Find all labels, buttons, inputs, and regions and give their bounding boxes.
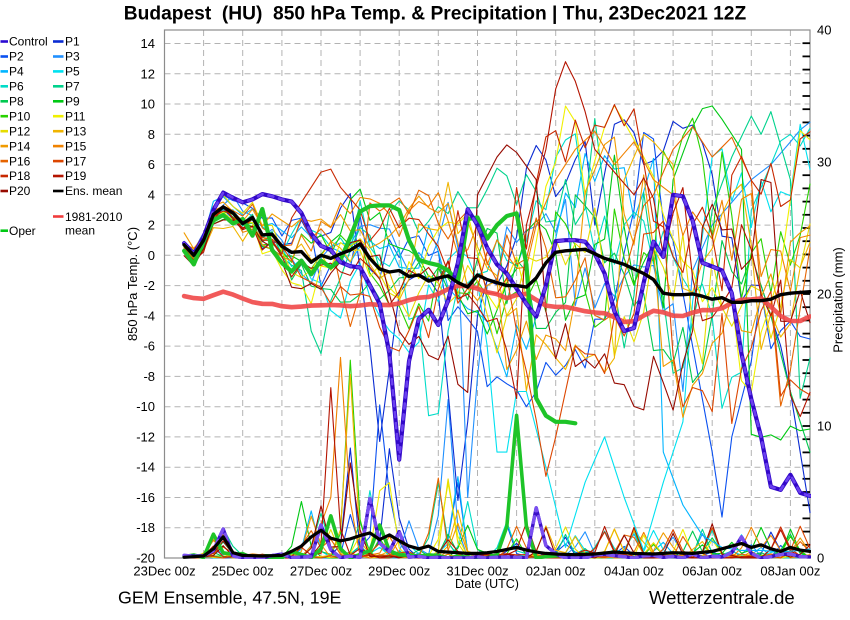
svg-text:P6: P6: [9, 80, 24, 94]
svg-text:10: 10: [817, 419, 831, 434]
svg-text:-16: -16: [136, 490, 155, 505]
svg-text:GEM Ensemble, 47.5N, 19E: GEM Ensemble, 47.5N, 19E: [118, 588, 341, 608]
svg-text:P13: P13: [65, 124, 87, 138]
svg-text:Oper: Oper: [9, 224, 36, 238]
svg-text:12: 12: [141, 66, 155, 81]
svg-text:30: 30: [817, 155, 831, 170]
svg-text:P4: P4: [9, 65, 24, 79]
svg-text:27Dec 00z: 27Dec 00z: [290, 564, 352, 579]
svg-text:-8: -8: [143, 369, 155, 384]
svg-text:P16: P16: [9, 154, 31, 168]
svg-text:P9: P9: [65, 95, 80, 109]
svg-text:23Dec 00z: 23Dec 00z: [133, 564, 195, 579]
svg-text:P2: P2: [9, 50, 24, 64]
svg-text:02Jan 00z: 02Jan 00z: [526, 564, 586, 579]
svg-text:P15: P15: [65, 139, 87, 153]
svg-text:0: 0: [148, 248, 155, 263]
svg-text:P5: P5: [65, 65, 80, 79]
svg-text:2: 2: [148, 218, 155, 233]
svg-text:P8: P8: [9, 95, 24, 109]
svg-text:29Dec 00z: 29Dec 00z: [368, 564, 430, 579]
svg-text:40: 40: [817, 23, 831, 38]
svg-text:Control: Control: [9, 35, 48, 49]
svg-text:14: 14: [141, 36, 155, 51]
svg-text:-6: -6: [143, 339, 155, 354]
svg-text:P3: P3: [65, 50, 80, 64]
svg-text:P20: P20: [9, 184, 31, 198]
svg-text:Wetterzentrale.de: Wetterzentrale.de: [649, 587, 795, 608]
svg-text:P17: P17: [65, 154, 87, 168]
svg-text:10: 10: [141, 97, 155, 112]
svg-text:P10: P10: [9, 110, 31, 124]
svg-text:6: 6: [148, 157, 155, 172]
svg-text:P19: P19: [65, 169, 87, 183]
svg-text:Date (UTC): Date (UTC): [455, 577, 519, 591]
svg-text:Precipitation (mm): Precipitation (mm): [831, 247, 846, 352]
svg-text:31Dec 00z: 31Dec 00z: [446, 564, 508, 579]
svg-text:0: 0: [817, 551, 824, 566]
svg-text:P12: P12: [9, 124, 31, 138]
svg-text:mean: mean: [65, 223, 95, 237]
svg-text:-18: -18: [136, 520, 155, 535]
svg-text:06Jan 00z: 06Jan 00z: [682, 564, 742, 579]
svg-text:4: 4: [148, 187, 155, 202]
svg-text:-12: -12: [136, 429, 155, 444]
svg-text:-2: -2: [143, 278, 155, 293]
svg-text:08Jan 00z: 08Jan 00z: [760, 564, 820, 579]
svg-text:P14: P14: [9, 139, 31, 153]
svg-text:Ens. mean: Ens. mean: [65, 184, 122, 198]
svg-text:20: 20: [817, 287, 831, 302]
svg-text:04Jan 00z: 04Jan 00z: [604, 564, 664, 579]
svg-text:1981-2010: 1981-2010: [65, 210, 123, 224]
svg-text:25Dec 00z: 25Dec 00z: [212, 564, 274, 579]
svg-text:8: 8: [148, 127, 155, 142]
svg-text:P7: P7: [65, 80, 80, 94]
svg-text:-14: -14: [136, 460, 155, 475]
svg-text:Budapest (HU) 850 hPa Temp.: Budapest (HU) 850 hPa Temp. & Precipitat…: [124, 4, 747, 25]
svg-text:P1: P1: [65, 35, 80, 49]
svg-text:-4: -4: [143, 308, 155, 323]
svg-text:-20: -20: [136, 551, 155, 566]
svg-text:P18: P18: [9, 169, 31, 183]
svg-text:-10: -10: [136, 399, 155, 414]
svg-text:850 hPa Temp. (°C): 850 hPa Temp. (°C): [125, 227, 140, 341]
svg-text:P11: P11: [65, 110, 86, 124]
